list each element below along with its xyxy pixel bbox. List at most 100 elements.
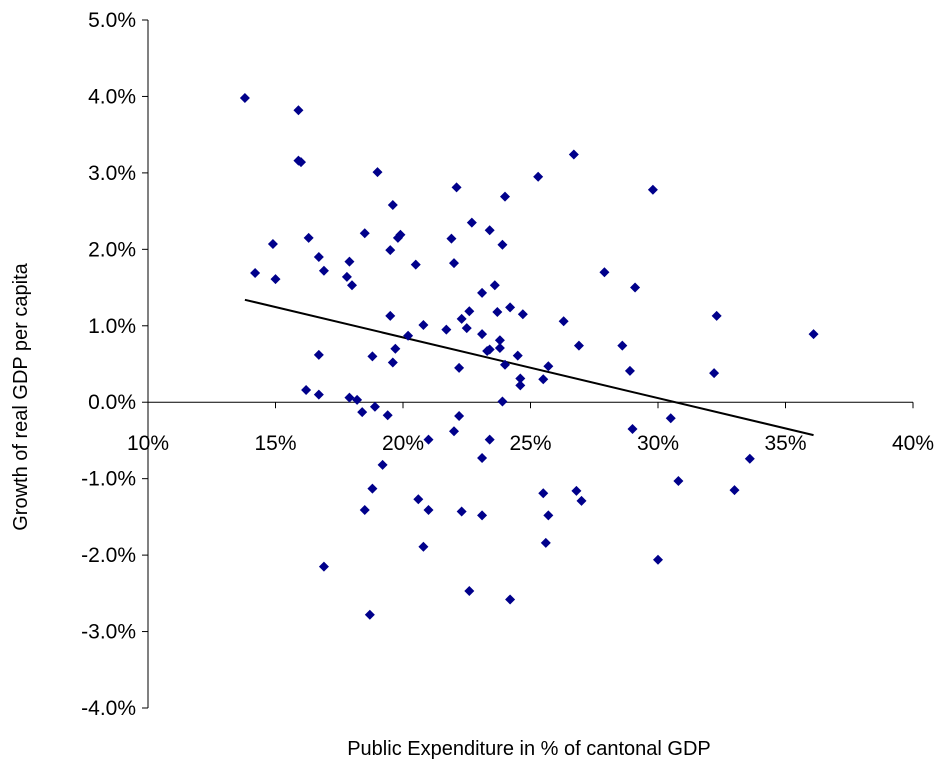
data-point: [369, 401, 380, 412]
data-point: [540, 537, 551, 548]
data-point: [446, 233, 457, 244]
data-point: [515, 373, 526, 384]
data-point: [497, 396, 508, 407]
y-axis-title: Growth of real GDP per capita: [10, 262, 32, 530]
data-point: [673, 475, 684, 486]
data-point: [352, 394, 363, 405]
data-point: [484, 344, 495, 355]
data-point: [497, 239, 508, 250]
x-tick-label: 35%: [764, 432, 806, 455]
data-point: [808, 329, 819, 340]
data-point: [464, 586, 475, 597]
data-point: [617, 340, 628, 351]
data-point: [489, 280, 500, 291]
data-point: [423, 505, 434, 516]
data-point: [461, 323, 472, 334]
data-point: [385, 310, 396, 321]
data-point: [382, 410, 393, 421]
x-axis: 10% 15% 20% 25% 30% 35% 40%: [127, 401, 934, 455]
data-point: [313, 389, 324, 400]
data-point: [464, 306, 475, 317]
data-point: [359, 505, 370, 516]
data-point: [454, 410, 465, 421]
data-point: [239, 92, 250, 103]
data-point: [367, 351, 378, 362]
data-point: [653, 554, 663, 565]
data-point: [515, 380, 526, 391]
data-points: [239, 92, 819, 620]
data-point: [571, 485, 582, 496]
x-tick-label: 30%: [637, 432, 679, 455]
data-point: [250, 268, 261, 279]
y-tick-label: 2.0%: [88, 238, 136, 261]
y-tick-label: 3.0%: [88, 162, 136, 185]
data-point: [449, 258, 459, 269]
data-point: [418, 541, 429, 552]
data-point: [627, 423, 638, 434]
data-point: [387, 199, 398, 210]
data-point: [456, 313, 467, 324]
data-point: [367, 483, 378, 494]
data-point: [303, 232, 314, 243]
data-point: [558, 316, 569, 327]
data-point: [630, 282, 641, 293]
data-point: [494, 342, 505, 353]
data-point: [301, 384, 312, 395]
data-point: [395, 229, 406, 240]
data-point: [377, 459, 388, 470]
data-point: [492, 307, 503, 318]
data-point: [484, 225, 495, 236]
data-point: [451, 182, 462, 193]
data-point: [477, 287, 488, 298]
data-point: [533, 171, 544, 182]
data-point: [477, 453, 488, 464]
data-point: [500, 191, 510, 202]
data-point: [543, 361, 554, 372]
data-point: [573, 340, 584, 351]
data-point: [543, 510, 554, 521]
data-point: [341, 271, 352, 282]
data-point: [372, 167, 383, 178]
data-point: [477, 510, 488, 521]
data-point: [267, 238, 278, 249]
x-tick-label: 25%: [509, 432, 551, 455]
y-tick-label: -2.0%: [81, 544, 136, 567]
data-point: [410, 259, 421, 270]
data-point: [568, 149, 579, 160]
y-tick-label: 0.0%: [88, 391, 136, 414]
data-point: [709, 368, 720, 379]
data-point: [449, 426, 459, 437]
y-tick-label: -1.0%: [81, 468, 136, 491]
data-point: [387, 357, 398, 368]
y-tick-label: 5.0%: [88, 9, 136, 32]
data-point: [505, 302, 516, 313]
data-point: [512, 350, 523, 361]
data-point: [599, 267, 610, 278]
y-tick-label: -4.0%: [81, 697, 136, 720]
y-tick-label: 4.0%: [88, 85, 136, 108]
data-point: [729, 485, 740, 496]
data-point: [711, 310, 722, 321]
data-point: [517, 309, 528, 320]
data-point: [357, 407, 368, 418]
data-point: [403, 330, 414, 341]
data-point: [538, 374, 549, 385]
data-point: [484, 434, 495, 445]
data-point: [441, 324, 452, 335]
data-point: [538, 488, 549, 499]
data-point: [385, 245, 396, 256]
data-point: [313, 251, 324, 262]
x-tick-label: 20%: [382, 432, 424, 455]
data-point: [359, 228, 370, 239]
data-point: [318, 561, 329, 572]
y-tick-label: -3.0%: [81, 621, 136, 644]
x-tick-label: 15%: [254, 432, 296, 455]
data-point: [456, 506, 467, 517]
data-point: [418, 320, 429, 331]
trendline: [244, 298, 814, 437]
data-point: [293, 105, 304, 116]
data-point: [494, 335, 505, 346]
y-axis: 5.0% 4.0% 3.0% 2.0% 1.0% 0.0% -1.0% -2.0% -3.0% -…: [81, 9, 149, 720]
data-point: [505, 594, 516, 605]
data-point: [500, 359, 510, 370]
